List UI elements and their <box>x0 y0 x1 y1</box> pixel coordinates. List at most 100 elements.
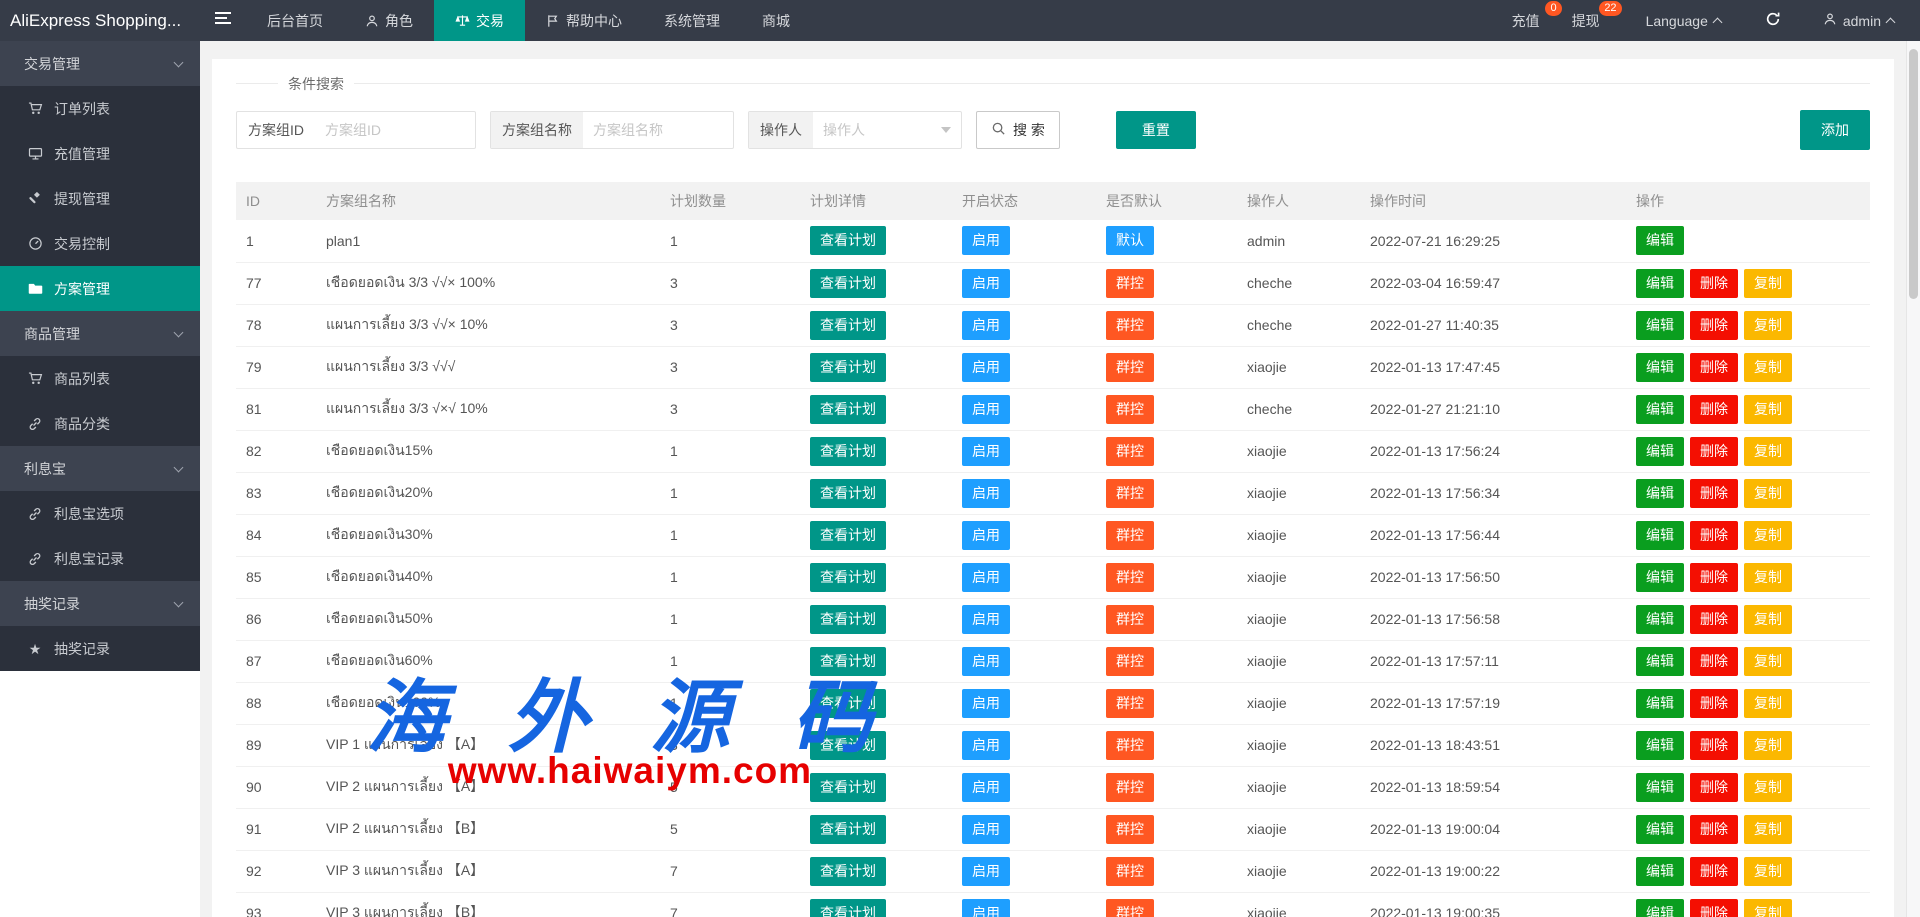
view-plan-button[interactable]: 查看计划 <box>810 352 886 382</box>
sidebar-item-order-list[interactable]: 订单列表 <box>0 86 200 131</box>
group-control-badge[interactable]: 群控 <box>1106 772 1154 802</box>
sidebar-item-trade-control[interactable]: 交易控制 <box>0 221 200 266</box>
nav-item-role[interactable]: 角色 <box>344 0 434 41</box>
status-enabled-button[interactable]: 启用 <box>962 814 1010 844</box>
group-control-badge[interactable]: 群控 <box>1106 856 1154 886</box>
status-enabled-button[interactable]: 启用 <box>962 898 1010 917</box>
sidebar-item-withdraw-mgmt[interactable]: 提现管理 <box>0 176 200 221</box>
view-plan-button[interactable]: 查看计划 <box>810 730 886 760</box>
edit-button[interactable]: 编辑 <box>1636 814 1684 844</box>
group-control-badge[interactable]: 群控 <box>1106 898 1154 917</box>
delete-button[interactable]: 删除 <box>1690 520 1738 550</box>
search-button[interactable]: 搜 索 <box>976 111 1060 149</box>
delete-button[interactable]: 删除 <box>1690 646 1738 676</box>
status-enabled-button[interactable]: 启用 <box>962 772 1010 802</box>
copy-button[interactable]: 复制 <box>1744 436 1792 466</box>
status-enabled-button[interactable]: 启用 <box>962 604 1010 634</box>
edit-button[interactable]: 编辑 <box>1636 562 1684 592</box>
copy-button[interactable]: 复制 <box>1744 310 1792 340</box>
language-menu[interactable]: Language <box>1630 0 1737 41</box>
scrollbar-thumb[interactable] <box>1909 49 1918 299</box>
status-enabled-button[interactable]: 启用 <box>962 352 1010 382</box>
delete-button[interactable]: 删除 <box>1690 730 1738 760</box>
sidebar-section-interest-bao[interactable]: 利息宝 <box>0 446 200 491</box>
status-enabled-button[interactable]: 启用 <box>962 436 1010 466</box>
view-plan-button[interactable]: 查看计划 <box>810 478 886 508</box>
group-control-badge[interactable]: 群控 <box>1106 268 1154 298</box>
copy-button[interactable]: 复制 <box>1744 520 1792 550</box>
delete-button[interactable]: 删除 <box>1690 772 1738 802</box>
copy-button[interactable]: 复制 <box>1744 898 1792 917</box>
view-plan-button[interactable]: 查看计划 <box>810 268 886 298</box>
view-plan-button[interactable]: 查看计划 <box>810 520 886 550</box>
delete-button[interactable]: 删除 <box>1690 268 1738 298</box>
edit-button[interactable]: 编辑 <box>1636 394 1684 424</box>
edit-button[interactable]: 编辑 <box>1636 730 1684 760</box>
view-plan-button[interactable]: 查看计划 <box>810 646 886 676</box>
delete-button[interactable]: 删除 <box>1690 352 1738 382</box>
edit-button[interactable]: 编辑 <box>1636 268 1684 298</box>
group-control-badge[interactable]: 群控 <box>1106 730 1154 760</box>
nav-item-mall[interactable]: 商城 <box>741 0 811 41</box>
status-enabled-button[interactable]: 启用 <box>962 688 1010 718</box>
view-plan-button[interactable]: 查看计划 <box>810 436 886 466</box>
status-enabled-button[interactable]: 启用 <box>962 226 1010 256</box>
copy-button[interactable]: 复制 <box>1744 562 1792 592</box>
delete-button[interactable]: 删除 <box>1690 394 1738 424</box>
copy-button[interactable]: 复制 <box>1744 730 1792 760</box>
withdraw-shortcut[interactable]: 提现 22 <box>1556 0 1622 41</box>
copy-button[interactable]: 复制 <box>1744 814 1792 844</box>
view-plan-button[interactable]: 查看计划 <box>810 310 886 340</box>
plan-group-id-input[interactable] <box>315 113 475 147</box>
delete-button[interactable]: 删除 <box>1690 436 1738 466</box>
view-plan-button[interactable]: 查看计划 <box>810 856 886 886</box>
default-badge[interactable]: 默认 <box>1106 226 1154 256</box>
delete-button[interactable]: 删除 <box>1690 562 1738 592</box>
edit-button[interactable]: 编辑 <box>1636 646 1684 676</box>
group-control-badge[interactable]: 群控 <box>1106 646 1154 676</box>
sidebar-section-goods-mgmt[interactable]: 商品管理 <box>0 311 200 356</box>
operator-select[interactable]: 操作人 <box>813 120 961 140</box>
user-menu[interactable]: admin <box>1807 0 1910 41</box>
copy-button[interactable]: 复制 <box>1744 604 1792 634</box>
plan-group-name-input[interactable] <box>583 113 733 147</box>
view-plan-button[interactable]: 查看计划 <box>810 898 886 917</box>
view-plan-button[interactable]: 查看计划 <box>810 772 886 802</box>
copy-button[interactable]: 复制 <box>1744 688 1792 718</box>
group-control-badge[interactable]: 群控 <box>1106 436 1154 466</box>
group-control-badge[interactable]: 群控 <box>1106 352 1154 382</box>
view-plan-button[interactable]: 查看计划 <box>810 226 886 256</box>
status-enabled-button[interactable]: 启用 <box>962 856 1010 886</box>
edit-button[interactable]: 编辑 <box>1636 898 1684 917</box>
scrollbar[interactable] <box>1906 41 1920 917</box>
sidebar-section-trade-mgmt[interactable]: 交易管理 <box>0 41 200 86</box>
view-plan-button[interactable]: 查看计划 <box>810 814 886 844</box>
nav-item-trade[interactable]: 交易 <box>434 0 525 41</box>
sidebar-section-lottery-records-group[interactable]: 抽奖记录 <box>0 581 200 626</box>
edit-button[interactable]: 编辑 <box>1636 604 1684 634</box>
copy-button[interactable]: 复制 <box>1744 646 1792 676</box>
edit-button[interactable]: 编辑 <box>1636 478 1684 508</box>
status-enabled-button[interactable]: 启用 <box>962 730 1010 760</box>
add-button[interactable]: 添加 <box>1800 110 1870 150</box>
status-enabled-button[interactable]: 启用 <box>962 394 1010 424</box>
group-control-badge[interactable]: 群控 <box>1106 562 1154 592</box>
sidebar-item-plan-mgmt[interactable]: 方案管理 <box>0 266 200 311</box>
nav-item-help-center[interactable]: 帮助中心 <box>525 0 643 41</box>
status-enabled-button[interactable]: 启用 <box>962 562 1010 592</box>
group-control-badge[interactable]: 群控 <box>1106 520 1154 550</box>
copy-button[interactable]: 复制 <box>1744 856 1792 886</box>
edit-button[interactable]: 编辑 <box>1636 520 1684 550</box>
delete-button[interactable]: 删除 <box>1690 688 1738 718</box>
status-enabled-button[interactable]: 启用 <box>962 478 1010 508</box>
delete-button[interactable]: 删除 <box>1690 310 1738 340</box>
group-control-badge[interactable]: 群控 <box>1106 814 1154 844</box>
sidebar-item-interest-bao-options[interactable]: 利息宝选项 <box>0 491 200 536</box>
nav-item-home[interactable]: 后台首页 <box>246 0 344 41</box>
delete-button[interactable]: 删除 <box>1690 898 1738 917</box>
sidebar-item-goods-list[interactable]: 商品列表 <box>0 356 200 401</box>
delete-button[interactable]: 删除 <box>1690 478 1738 508</box>
edit-button[interactable]: 编辑 <box>1636 226 1684 256</box>
copy-button[interactable]: 复制 <box>1744 772 1792 802</box>
view-plan-button[interactable]: 查看计划 <box>810 562 886 592</box>
